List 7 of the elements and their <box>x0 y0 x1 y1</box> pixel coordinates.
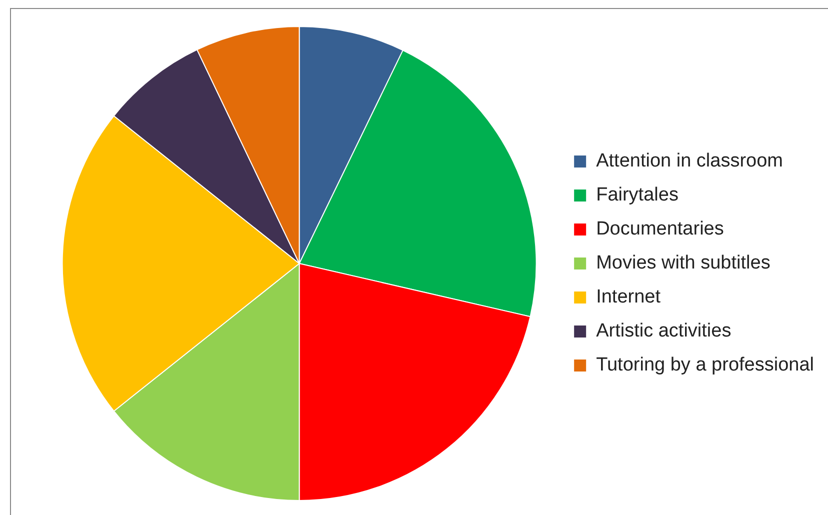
legend-label: Internet <box>596 286 662 308</box>
legend-label: Movies with subtitles <box>596 252 770 274</box>
legend-label: Tutoring by a professional <box>596 354 814 376</box>
legend-label: Artistic activities <box>596 320 732 342</box>
legend-label: Attention in classroom <box>596 150 784 172</box>
legend-label: Documentaries <box>596 218 724 240</box>
legend-label: Fairytales <box>596 184 678 206</box>
